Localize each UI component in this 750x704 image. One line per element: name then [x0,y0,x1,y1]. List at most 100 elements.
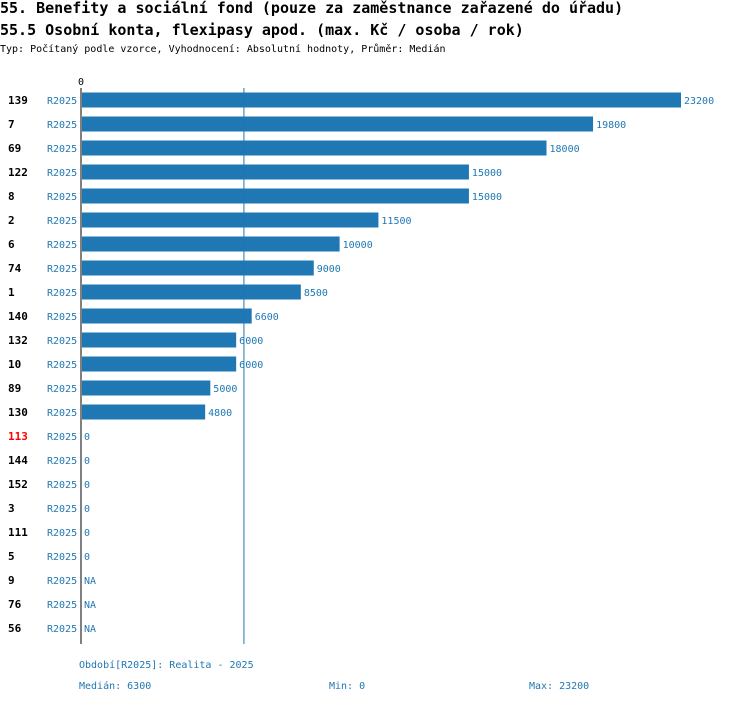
period-label: R2025 [47,408,77,419]
value-label: 0 [84,480,90,491]
bar-row: 1 R2025 8500 [8,284,328,300]
value-label: 23200 [684,96,714,107]
period-label: R2025 [47,336,77,347]
row-id-label: 2 [8,214,15,227]
bar [82,260,314,276]
value-label: 0 [84,528,90,539]
value-label: 18000 [550,144,580,155]
row-id-label: 6 [8,238,15,251]
period-label: R2025 [47,216,77,227]
period-label: R2025 [47,504,77,515]
bar [82,236,340,252]
value-label: 0 [84,456,90,467]
chart-title: 55. Benefity a sociální fond (pouze za z… [0,0,624,17]
bar-row: 144 R2025 0 [8,454,90,467]
bar [82,164,469,180]
row-id-label: 113 [8,430,28,443]
row-id-label: 74 [8,262,22,275]
row-id-label: 3 [8,502,15,515]
bar [82,92,681,108]
bar [82,284,301,300]
row-id-label: 69 [8,142,21,155]
value-label: 15000 [472,192,502,203]
row-id-label: 111 [8,526,28,539]
bar-row: 5 R2025 0 [8,550,90,563]
period-label: R2025 [47,360,77,371]
row-id-label: 122 [8,166,28,179]
bar-row: 10 R2025 6000 [8,356,263,372]
period-label: R2025 [47,576,77,587]
bar-row: 56 R2025 NA [8,622,96,635]
period-label: R2025 [47,192,77,203]
footer-max: Max: 23200 [529,681,590,692]
bar-row: 122 R2025 15000 [8,164,502,180]
value-label: 4800 [208,408,232,419]
period-label: R2025 [47,168,77,179]
bar-row: 89 R2025 5000 [8,380,237,396]
bar-row: 76 R2025 NA [8,598,96,611]
value-label: 19800 [596,120,626,131]
period-label: R2025 [47,384,77,395]
period-label: R2025 [47,120,77,131]
value-label: 0 [84,432,90,443]
value-label: NA [84,624,96,635]
period-label: R2025 [47,240,77,251]
row-id-label: 152 [8,478,28,491]
bar-row: 140 R2025 6600 [8,308,279,324]
period-label: R2025 [47,552,77,563]
bar-row: 111 R2025 0 [8,526,90,539]
value-label: 6000 [239,360,263,371]
bar-row: 130 R2025 4800 [8,404,232,420]
bar [82,188,469,204]
bar [82,140,547,156]
period-label: R2025 [47,432,77,443]
bar [82,380,211,396]
row-id-label: 89 [8,382,21,395]
bar-row: 132 R2025 6000 [8,332,263,348]
bar-row: 9 R2025 NA [8,574,96,587]
chart-meta: Typ: Počítaný podle vzorce, Vyhodnocení:… [0,44,446,55]
row-id-label: 9 [8,574,15,587]
bar-row: 139 R2025 23200 [8,92,714,108]
value-label: 11500 [381,216,411,227]
footer-min: Min: 0 [329,681,366,692]
period-label: R2025 [47,480,77,491]
row-id-label: 130 [8,406,28,419]
period-label: R2025 [47,456,77,467]
bar-row: 7 R2025 19800 [8,116,626,132]
row-id-label: 132 [8,334,28,347]
period-label: R2025 [47,600,77,611]
bar-row: 3 R2025 0 [8,502,90,515]
value-label: 6000 [239,336,263,347]
value-label: 0 [84,552,90,563]
row-id-label: 144 [8,454,28,467]
bar-row: 6 R2025 10000 [8,236,373,252]
period-label: R2025 [47,312,77,323]
bar-row: 152 R2025 0 [8,478,90,491]
period-label: R2025 [47,96,77,107]
value-label: 5000 [213,384,237,395]
footer-median: Medián: 6300 [79,681,152,692]
chart-subtitle: 55.5 Osobní konta, flexipasy apod. (max.… [0,21,524,39]
period-label: R2025 [47,264,77,275]
value-label: 15000 [472,168,502,179]
row-id-label: 7 [8,118,15,131]
bar-row: 74 R2025 9000 [8,260,341,276]
value-label: 10000 [343,240,373,251]
bar-row: 113 R2025 0 [8,430,90,443]
value-label: NA [84,576,96,587]
bar [82,308,252,324]
value-label: 0 [84,504,90,515]
bar [82,116,594,132]
bar-row: 69 R2025 18000 [8,140,580,156]
row-id-label: 76 [8,598,22,611]
bar-row: 8 R2025 15000 [8,188,502,204]
row-id-label: 139 [8,94,28,107]
row-id-label: 8 [8,190,15,203]
period-label: R2025 [47,528,77,539]
bar [82,356,237,372]
x-tick-label: 0 [78,77,84,88]
row-id-label: 5 [8,550,15,563]
row-id-label: 140 [8,310,28,323]
